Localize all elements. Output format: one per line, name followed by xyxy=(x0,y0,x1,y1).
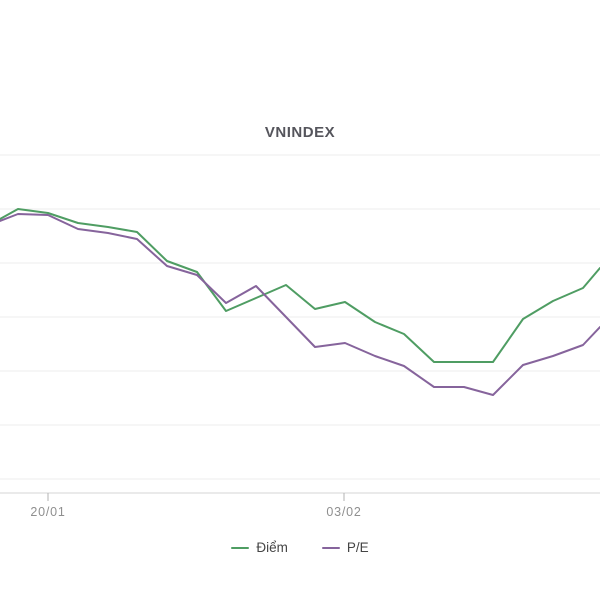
chart-title: VNINDEX xyxy=(264,124,336,141)
series-line-diem xyxy=(0,208,600,363)
legend-item-pe[interactable]: P/E xyxy=(321,540,369,555)
legend-line-marker-pe xyxy=(321,546,340,549)
legend-label-pe: P/E xyxy=(346,540,369,555)
legend-line-marker-diem xyxy=(231,546,250,549)
legend-item-diem[interactable]: Điểm xyxy=(231,540,288,555)
x-axis-label: 03/02 xyxy=(326,505,361,519)
series-line-pe xyxy=(0,213,600,396)
chart-legend: Điểm P/E xyxy=(0,540,600,555)
x-axis-label: 20/01 xyxy=(30,505,65,519)
legend-label-diem: Điểm xyxy=(256,540,288,555)
